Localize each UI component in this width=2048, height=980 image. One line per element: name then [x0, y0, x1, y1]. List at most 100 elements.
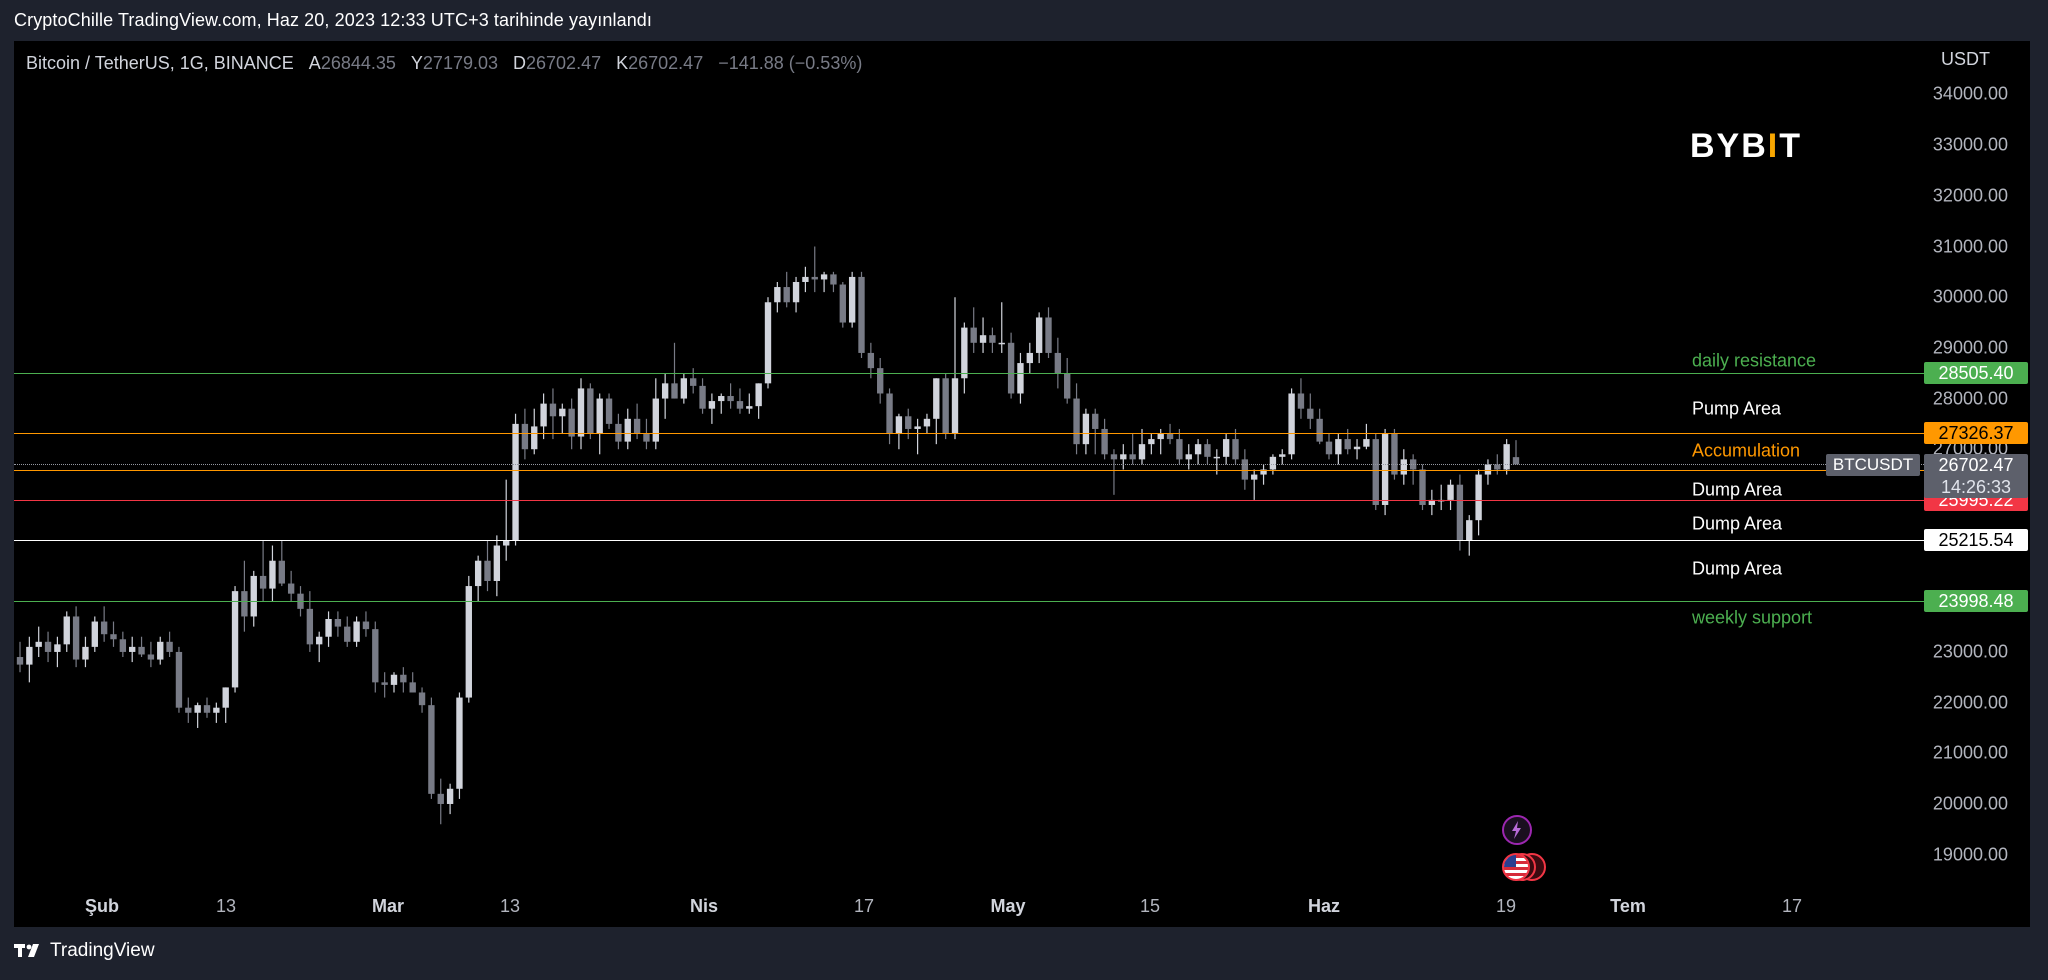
candle	[1082, 408, 1090, 455]
candle	[213, 702, 220, 723]
candle	[278, 540, 285, 587]
candle	[484, 540, 491, 592]
level-price-tag[interactable]: 23998.48	[1924, 590, 2028, 613]
candle	[671, 342, 678, 399]
current-price-tag[interactable]: 26702.47 14:26:33	[1924, 454, 2028, 499]
candle	[1120, 444, 1127, 470]
candle	[1288, 388, 1295, 460]
candle	[1363, 423, 1370, 450]
candle	[587, 383, 594, 440]
candle	[596, 393, 603, 455]
candle	[1335, 434, 1342, 465]
x-axis-tick-label: Tem	[1610, 896, 1646, 916]
candle	[334, 611, 342, 637]
candle	[166, 631, 173, 658]
candle	[568, 398, 575, 450]
candle	[1297, 378, 1305, 419]
candle	[269, 545, 276, 602]
legend-low-value: 26702.47	[526, 53, 602, 73]
level-line[interactable]	[14, 601, 1928, 603]
candle	[1035, 312, 1043, 364]
level-line[interactable]	[14, 500, 1928, 502]
candle	[372, 621, 379, 693]
bybit-logo-text-2: T	[1779, 127, 1803, 165]
candle	[933, 378, 940, 445]
candle	[72, 606, 80, 668]
lightning-event-icon[interactable]	[1502, 815, 1532, 845]
legend-close-label: K	[616, 53, 629, 73]
candle	[1447, 479, 1454, 511]
candle	[250, 570, 257, 627]
chart-area[interactable]: Bitcoin / TetherUS, 1G, BINANCE A26844.3…	[14, 41, 2030, 927]
candle	[774, 281, 781, 313]
x-axis-tick-label: Mar	[371, 896, 405, 916]
candle	[1073, 383, 1080, 455]
candle	[914, 418, 921, 455]
candle	[287, 570, 295, 602]
candle	[951, 297, 959, 440]
candle	[1391, 428, 1398, 480]
legend-open-label: A	[308, 53, 321, 73]
candle	[867, 342, 875, 379]
candle	[942, 373, 949, 440]
candle	[110, 621, 117, 647]
tradingview-logo-icon	[14, 941, 44, 961]
candle	[26, 636, 33, 683]
candle	[718, 393, 725, 414]
top-caption: CryptoChille TradingView.com, Haz 20, 20…	[14, 10, 653, 30]
y-axis-unit[interactable]: USDT	[1941, 49, 1990, 69]
candle	[428, 697, 435, 799]
candle	[129, 636, 136, 663]
candle	[63, 611, 70, 652]
candle	[643, 418, 650, 450]
candle	[353, 616, 360, 647]
x-axis-tick-label: 15	[1139, 896, 1161, 916]
candle	[690, 368, 697, 394]
candle	[1138, 428, 1146, 465]
level-price-tag[interactable]: 27326.37	[1924, 421, 2028, 444]
candle	[400, 667, 407, 693]
candle	[325, 611, 332, 647]
candle	[615, 413, 622, 450]
candle	[755, 383, 762, 419]
candle	[16, 641, 24, 673]
footer-brand[interactable]: TradingView	[14, 940, 155, 962]
candle	[157, 636, 164, 665]
us-flag-icon[interactable]	[1502, 853, 1530, 881]
candle	[839, 281, 846, 328]
x-axis-tick-label: 13	[499, 896, 521, 916]
level-price-tag[interactable]: 28505.40	[1924, 361, 2028, 384]
candle	[1279, 449, 1286, 465]
candle	[456, 692, 463, 799]
level-line[interactable]	[14, 432, 1928, 434]
level-line[interactable]	[14, 372, 1928, 374]
level-line[interactable]	[14, 539, 1928, 541]
candle	[877, 358, 884, 404]
candle	[437, 778, 444, 825]
candle	[1129, 434, 1136, 465]
candle	[848, 271, 856, 328]
candle	[783, 271, 790, 308]
candle	[1092, 408, 1099, 455]
x-axis-tick-label: Haz	[1307, 896, 1341, 916]
legend-low-label: D	[513, 53, 527, 73]
level-label: Accumulation	[1692, 440, 1801, 461]
candle	[577, 378, 585, 450]
candle	[549, 388, 557, 440]
candle	[44, 631, 52, 663]
candle	[1110, 449, 1118, 495]
candle	[1185, 444, 1192, 470]
y-axis-tick-label: 31000.00	[1932, 236, 2008, 256]
candle	[1419, 464, 1426, 511]
candle	[727, 383, 734, 409]
legend-symbol[interactable]: Bitcoin / TetherUS, 1G, BINANCE	[26, 53, 294, 73]
candle	[886, 388, 893, 445]
candle	[446, 783, 454, 815]
bybit-logo: BYBIT	[1690, 127, 1802, 166]
candle	[241, 560, 248, 632]
symbol-price-tag[interactable]: BTCUSDT	[1826, 454, 1920, 477]
level-price-tag[interactable]: 25215.54	[1924, 528, 2028, 551]
candle	[231, 586, 239, 693]
level-line[interactable]	[14, 470, 1928, 472]
candle	[699, 378, 706, 414]
